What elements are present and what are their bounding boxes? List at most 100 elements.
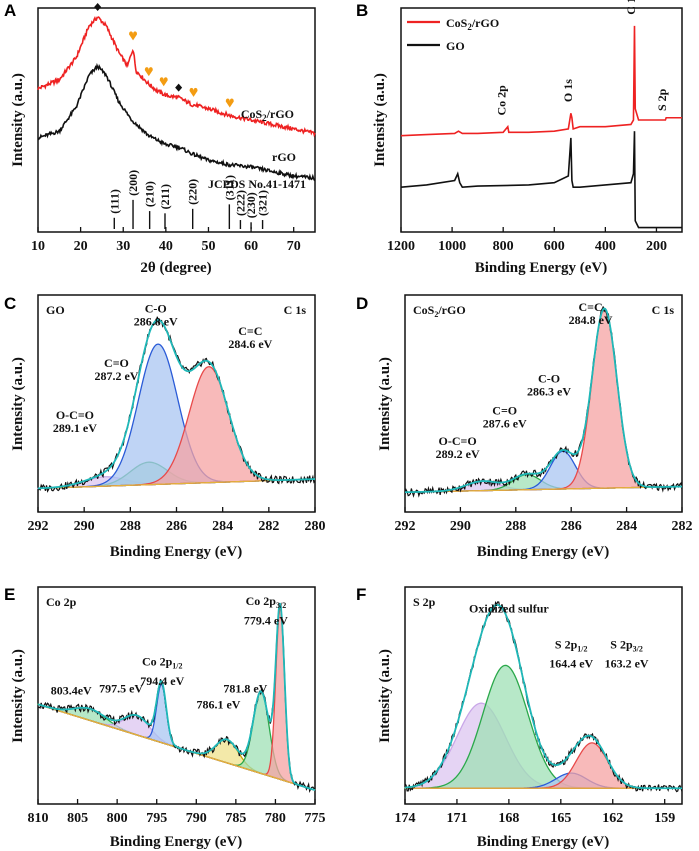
peak-label-name: C=O (492, 404, 517, 418)
panel-b-x-label: Binding Energy (eV) (475, 260, 608, 276)
peak-label-energy: 284.6 eV (228, 337, 272, 351)
panel-b-curves (400, 25, 682, 229)
panel-c-sample: GO (46, 303, 65, 317)
peak-label-name: C-O (538, 372, 560, 386)
panel-a-label-cos2: CoS2/rGO (241, 107, 294, 123)
panel-f-peak-labels: Oxidized sulfur S 2p1/2 164.4 eV S 2p3/2 163… (469, 601, 649, 670)
peak-label-name: O-C=O (56, 408, 94, 422)
panel-e-fit (37, 602, 316, 793)
label-subscript: 1/2 (172, 661, 182, 670)
panel-b-x-tick-label: 800 (493, 239, 514, 254)
panel-c-fit-envelope (37, 318, 316, 490)
co-2p-label: 786.1 eV (196, 697, 240, 711)
panel-a-x-ticks: 10 20 30 40 50 60 70 (31, 227, 301, 254)
panel-d-y-label: Intensity (a.u.) (377, 357, 393, 451)
label-subscript: 1/2 (577, 644, 587, 653)
panel-f-y-label: Intensity (a.u.) (377, 649, 393, 743)
panel-f-x-tick-label: 162 (602, 811, 623, 826)
panel-b-x-tick-label: 1200 (387, 239, 415, 254)
panel-a-y-label: Intensity (a.u.) (10, 73, 26, 167)
panel-b-x-tick-label: 1000 (438, 239, 466, 254)
panel-f-fit (404, 600, 683, 793)
panel-b-letter: B (356, 1, 368, 20)
panel-f-x-tick-label: 171 (446, 811, 467, 826)
panel-d-frame (404, 294, 683, 513)
panel-a-label-rgo: rGO (272, 150, 296, 164)
legend-label-go: GO (446, 39, 465, 53)
s-2p-label: 164.4 eV (549, 656, 593, 670)
reference-peak-label: (111) (107, 189, 121, 214)
s-2p-label: Oxidized sulfur (469, 601, 549, 615)
co-2p-label: Co 2p3/2 (246, 594, 287, 610)
reference-peak-label: (230) (244, 192, 258, 218)
panel-c-x-tick-label: 292 (28, 519, 49, 534)
panel-b-y-label: Intensity (a.u.) (372, 73, 388, 167)
panel-b-x-ticks: 1200 1000 800 600 400 200 (387, 227, 667, 254)
panel-d-raw-spectrum (404, 306, 683, 498)
peak-label-name: O-C=O (439, 434, 477, 448)
peak-label-name: C-O (145, 302, 167, 316)
panel-d-x-tick-label: 284 (616, 519, 637, 534)
co-2p-label: 797.5 eV (99, 682, 143, 696)
panel-c-core-level: C 1s (284, 303, 307, 317)
panel-d-x-label: Binding Energy (eV) (477, 544, 610, 560)
panel-e-letter: E (4, 585, 15, 604)
panel-a-frame (37, 7, 316, 233)
panel-c-letter: C (4, 294, 16, 313)
co-2p-label: 794.4 eV (140, 674, 184, 688)
panel-d-fit-peak (404, 307, 683, 493)
panel-d-letter: D (356, 294, 368, 313)
panel-a-x-tick-label: 50 (201, 239, 215, 254)
panel-e-x-tick-label: 805 (67, 811, 88, 826)
panel-a-x-tick-label: 20 (74, 239, 88, 254)
panel-c-fit (37, 316, 316, 493)
heart-marker (225, 98, 234, 108)
panel-b: B 1200 1000 800 600 400 200 Co 2p O 1s C 1s S 2p… (356, 0, 683, 276)
panel-a: A 10 20 30 40 50 60 70 (111) (200) (210) (211) (22… (4, 1, 316, 276)
panel-f-letter: F (356, 585, 366, 604)
panel-d-x-tick-label: 292 (395, 519, 416, 534)
reference-peak-label: (321) (256, 190, 270, 216)
panel-c-x-tick-label: 282 (258, 519, 279, 534)
panel-e-x-ticks: 810 805 800 795 790 785 780 775 (28, 799, 326, 826)
peak-label-energy: 289.1 eV (53, 421, 97, 435)
s-2p-label: S 2p3/2 (610, 637, 643, 653)
survey-peak-label: C 1s (624, 0, 638, 15)
panel-a-peak-markers (94, 2, 234, 108)
panel-f-fit-envelope (404, 604, 682, 790)
panel-c-x-tick-label: 290 (74, 519, 95, 534)
panel-d-x-tick-label: 286 (561, 519, 582, 534)
peak-label-name: C=O (104, 356, 129, 370)
label-subscript: 3/2 (633, 644, 643, 653)
xrd-line-cos2-rgo (37, 15, 316, 138)
panel-d-x-ticks: 292 290 288 286 284 282 (395, 507, 693, 534)
panel-f-x-ticks: 174 171 168 165 162 159 (395, 799, 675, 826)
panel-e-x-tick-label: 785 (225, 811, 246, 826)
panel-e-x-tick-label: 795 (146, 811, 167, 826)
panel-f-x-tick-label: 168 (498, 811, 519, 826)
peak-label-energy: 286.3 eV (527, 385, 571, 399)
panel-c-x-tick-label: 284 (212, 519, 233, 534)
reference-peak-label: (210) (143, 181, 157, 207)
reference-peak-label: (222) (233, 190, 247, 216)
survey-peak-label: O 1s (561, 79, 575, 102)
panel-e-peak-labels: Co 2p3/2 779.4 eV Co 2p1/2 794.4 eV 803.4eV 7… (51, 594, 289, 711)
panel-a-x-tick-label: 30 (116, 239, 130, 254)
heart-marker (189, 87, 198, 97)
panel-b-x-tick-label: 400 (595, 239, 616, 254)
reference-peak-label: (211) (158, 184, 172, 209)
panel-e-x-tick-label: 780 (265, 811, 286, 826)
panel-f-x-tick-label: 159 (654, 811, 675, 826)
panel-f-sample: S 2p (413, 595, 436, 609)
panel-c-y-label: Intensity (a.u.) (10, 357, 26, 451)
xrd-line-rgo (37, 62, 316, 182)
panel-c-x-tick-label: 280 (305, 519, 326, 534)
panel-e-fit-envelope (37, 602, 316, 792)
reference-peak-label: (200) (126, 170, 140, 196)
panel-a-x-tick-label: 40 (159, 239, 173, 254)
peak-label-energy: 286.8 eV (134, 315, 178, 329)
panel-d-fit-envelope (404, 307, 683, 494)
